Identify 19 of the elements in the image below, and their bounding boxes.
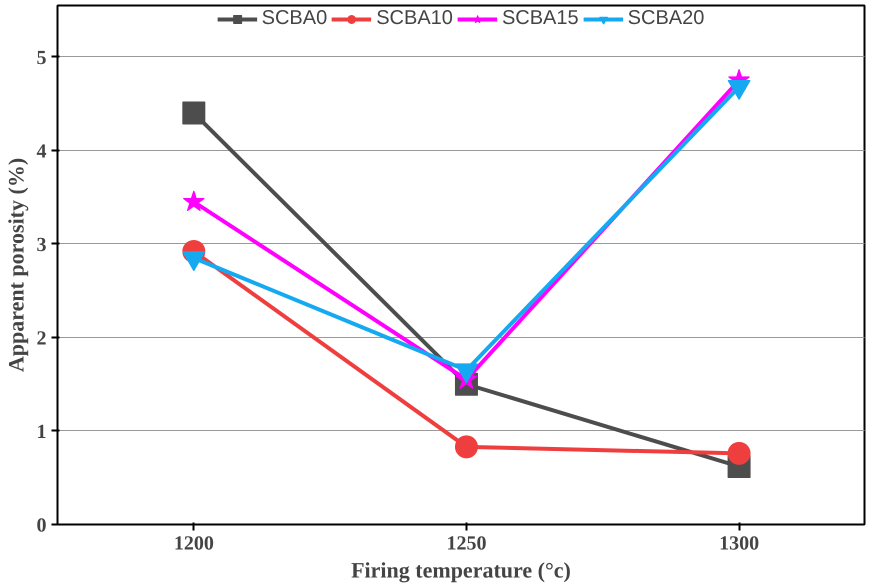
x-tick-label: 1300 <box>719 532 760 554</box>
point <box>182 102 206 125</box>
legend-label: SCBA0 <box>262 7 328 30</box>
point <box>454 435 478 458</box>
y-tick-label: 5 <box>36 46 46 69</box>
y-tick-label: 0 <box>36 514 46 536</box>
legend-label: SCBA20 <box>628 7 704 30</box>
legend-label: SCBA15 <box>502 7 579 30</box>
x-axis-title: Firing temperature (°c) <box>351 558 571 582</box>
point <box>728 442 751 465</box>
x-tick-label: 1200 <box>174 532 214 554</box>
y-tick-label: 1 <box>36 420 46 443</box>
y-tick-label: 4 <box>36 140 46 162</box>
x-tick-label: 1250 <box>446 532 486 554</box>
y-axis-title: Apparent porosity (%) <box>4 158 28 372</box>
y-tick-label: 2 <box>36 327 46 350</box>
legend-label: SCBA10 <box>376 7 453 30</box>
y-tick-label: 3 <box>36 234 46 256</box>
point <box>182 190 205 212</box>
